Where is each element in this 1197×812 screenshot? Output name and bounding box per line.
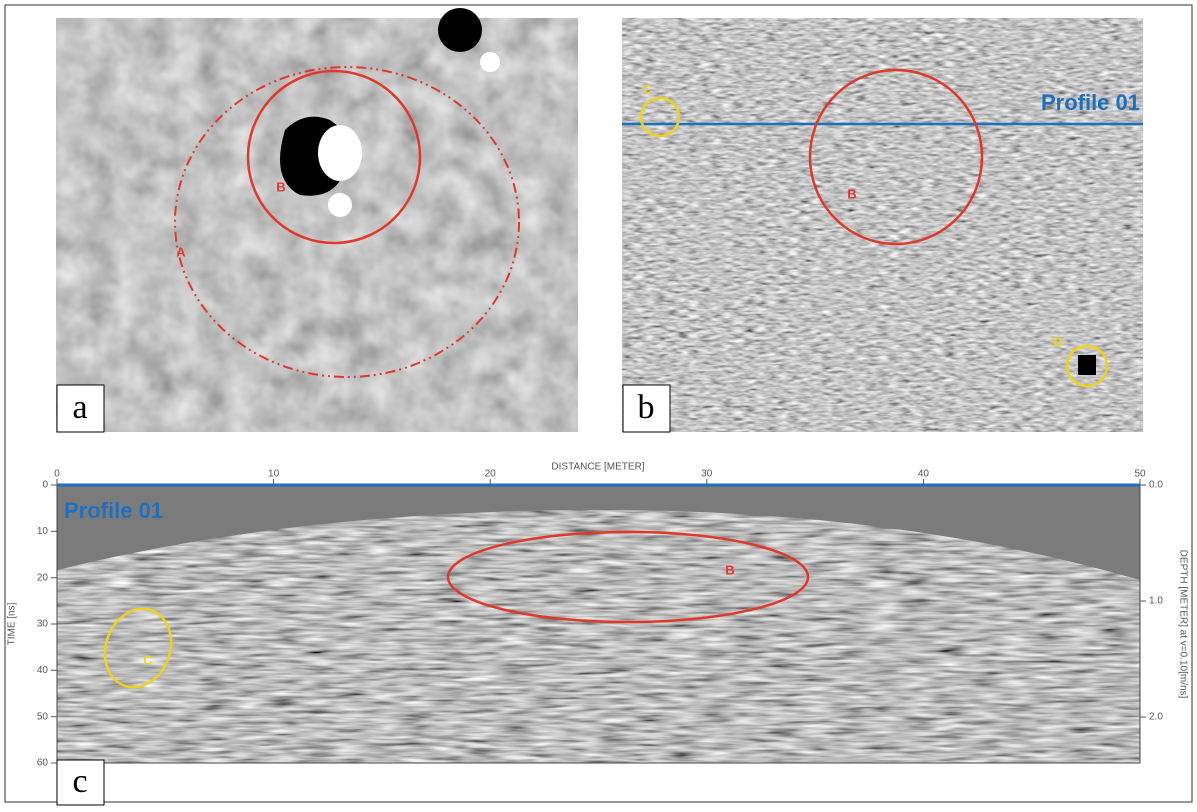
anomaly-bright	[480, 52, 500, 72]
x-axis-title: DISTANCE [METER]	[551, 462, 644, 473]
anomaly-bright	[328, 193, 352, 217]
x-tick-label: 10	[268, 469, 280, 480]
y-tick-label: 0	[42, 480, 48, 491]
figure: A B a Profile 01 B C D b Profile 01 B C …	[0, 0, 1197, 807]
y2-tick-label: 1.0	[1149, 596, 1163, 607]
y-tick-label: 30	[37, 619, 49, 630]
x-tick-label: 30	[701, 469, 713, 480]
panel-label: c	[72, 763, 87, 800]
y-tick-label: 10	[37, 526, 49, 537]
x-tick-label: 50	[1134, 469, 1146, 480]
y-tick-label: 60	[37, 758, 49, 769]
anomaly-bright	[318, 125, 362, 181]
y-tick-label: 20	[37, 572, 49, 583]
panel-c: Profile 01 B C DISTANCE [METER] TIME [ns…	[7, 462, 1189, 805]
annotation: D	[1053, 334, 1062, 349]
y2-axis-title: DEPTH [METER] at v=0.10[m/ns]	[1177, 550, 1188, 699]
y-tick-label: 40	[37, 665, 49, 676]
annotation: B	[725, 562, 734, 577]
x-tick-label: 40	[918, 469, 930, 480]
annotation: C	[643, 81, 653, 96]
annotation: B	[847, 186, 856, 201]
gpr-slice	[622, 18, 1143, 432]
anomaly-dark	[1078, 355, 1096, 375]
panel-label: a	[72, 389, 87, 426]
annotation: C	[143, 652, 153, 667]
y2-tick-label: 2.0	[1149, 712, 1163, 723]
y2-tick-label: 0.0	[1149, 480, 1163, 491]
profile-label: Profile 01	[64, 498, 163, 523]
anomaly-dark	[438, 8, 482, 52]
annotation: A	[176, 244, 186, 259]
panel-b: Profile 01 B C D b	[622, 18, 1143, 432]
y-tick-label: 50	[37, 711, 49, 722]
x-tick-label: 20	[485, 469, 497, 480]
x-tick-label: 0	[54, 469, 60, 480]
panel-a: A B a	[56, 8, 578, 432]
y-axis-title: TIME [ns]	[7, 602, 18, 645]
panel-label: b	[638, 389, 655, 426]
magnetic-map	[56, 18, 578, 432]
annotation: B	[276, 179, 285, 194]
profile-label: Profile 01	[1041, 90, 1140, 115]
